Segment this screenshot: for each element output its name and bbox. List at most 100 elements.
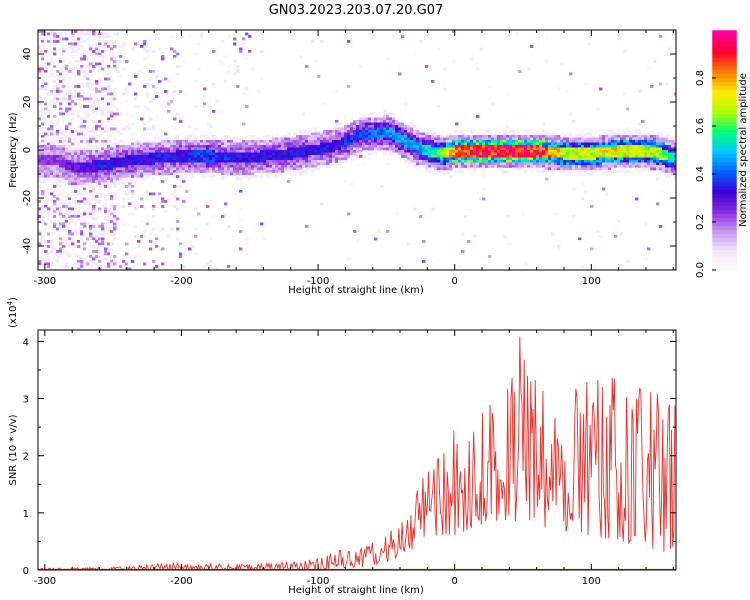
spectrogram-cell	[50, 32, 54, 36]
spectrogram-cell	[188, 152, 192, 156]
spectrogram-cell	[674, 152, 676, 156]
spectrogram-cell	[92, 50, 96, 53]
spectrogram-cell	[539, 140, 543, 143]
spectrogram-cell	[614, 162, 618, 166]
spectrogram-cell	[323, 142, 327, 146]
spectrogram-cell	[224, 157, 228, 161]
spectrogram-cell	[452, 147, 456, 151]
spectrogram-cell	[50, 197, 54, 201]
spectrogram-cell	[239, 150, 243, 153]
spectrogram-cell	[308, 145, 312, 148]
spectrogram-cell	[89, 185, 93, 188]
spectrogram-cell	[80, 147, 84, 151]
spectrogram-cell	[86, 127, 90, 131]
spectrogram-cell	[98, 102, 102, 106]
spectrogram-cell	[269, 147, 273, 151]
spectrogram-cell	[47, 252, 51, 256]
spectrogram-cell	[548, 150, 552, 153]
spectrogram-cell	[179, 185, 183, 188]
spectrogram-cell	[434, 155, 438, 158]
spectrogram-cell	[62, 155, 66, 158]
spectrogram-cell	[311, 162, 315, 166]
spectrogram-cell	[98, 182, 102, 186]
spectrogram-cell	[146, 167, 150, 171]
spectrogram-cell	[38, 102, 42, 106]
spectrogram-cell	[395, 127, 399, 131]
spectrogram-cell	[236, 65, 240, 68]
spectrogram-cell	[188, 147, 192, 151]
spectrogram-cell	[380, 147, 384, 151]
colorbar-step	[712, 166, 737, 171]
spectrogram-cell	[668, 147, 672, 151]
colorbar-step	[712, 210, 737, 215]
spectrogram-cell	[149, 140, 153, 143]
spectrogram-cell	[194, 165, 198, 168]
spectrogram-cell	[74, 140, 78, 143]
spectrogram-cell	[59, 125, 63, 128]
spectrogram-cell	[563, 147, 567, 151]
spectrogram-cell	[614, 132, 618, 136]
spectrogram-cell	[152, 175, 156, 178]
spectrogram-cell	[275, 170, 279, 173]
spectrogram-cell	[626, 107, 630, 111]
spectrogram-cell	[137, 165, 141, 168]
spectrogram-cell	[230, 152, 234, 156]
spectrogram-cell	[125, 185, 129, 188]
spectrogram-cell	[620, 167, 624, 171]
spectrogram-cell	[641, 162, 645, 166]
spectrogram-cell	[137, 172, 141, 176]
spectrogram-cell	[347, 147, 351, 151]
spectrogram-cell	[71, 240, 75, 243]
spectrogram-cell	[467, 157, 471, 161]
spectrogram-cell	[536, 150, 540, 153]
spectrogram-cell	[161, 180, 165, 183]
spectrogram-cell	[464, 140, 468, 143]
spectrogram-cell	[152, 172, 156, 176]
spectrogram-cell	[200, 175, 204, 178]
spectrogram-cell	[38, 215, 42, 218]
spectrogram-cell	[293, 162, 297, 166]
spectrogram-cell	[641, 140, 645, 143]
spectrogram-cell	[95, 142, 99, 146]
spectrogram-cell	[47, 152, 51, 156]
spectrogram-cell	[332, 147, 336, 151]
spectrogram-cell	[98, 152, 102, 156]
spectrogram-cell	[50, 247, 54, 251]
spectrogram-cell	[377, 137, 381, 141]
spectrogram-cell	[47, 207, 51, 211]
spectrogram-cell	[464, 145, 468, 148]
spectrogram-cell	[212, 135, 216, 138]
spectrogram-cell	[152, 205, 156, 208]
spectrogram-cell	[122, 155, 126, 158]
spectrogram-cell	[341, 125, 345, 128]
spectrogram-cell	[104, 207, 108, 211]
spectrogram-cell	[581, 162, 585, 166]
spectrogram-cell	[545, 152, 549, 156]
spectrogram-cell	[644, 132, 648, 136]
spectrogram-cell	[92, 237, 96, 241]
spectrogram-cell	[134, 205, 138, 208]
spectrogram-cell	[59, 112, 63, 116]
spectrogram-cell	[533, 142, 537, 146]
spectrogram-cell	[398, 137, 402, 141]
spectrogram-cell	[77, 192, 81, 196]
spectrogram-cell	[38, 262, 42, 266]
spectrogram-cell	[347, 130, 351, 133]
spectrogram-cell	[59, 47, 63, 51]
spectrogram-cell	[221, 175, 225, 178]
spectrogram-cell	[209, 152, 213, 156]
spectrogram-cell	[230, 155, 234, 158]
spectrogram-cell	[545, 135, 549, 138]
spectrogram-cell	[656, 135, 660, 138]
spectrogram-cell	[155, 152, 159, 156]
spectrogram-cell	[425, 145, 429, 148]
spectrogram-cell	[359, 65, 363, 68]
spectrogram-cell	[170, 227, 174, 231]
spectrogram-cell	[608, 145, 612, 148]
spectrogram-cell	[110, 257, 114, 261]
spectrogram-cell	[281, 157, 285, 161]
spectrogram-cell	[446, 140, 450, 143]
spectrogram-cell	[437, 140, 441, 143]
spectrogram-cell	[68, 265, 72, 268]
spectrogram-cell	[590, 167, 594, 171]
